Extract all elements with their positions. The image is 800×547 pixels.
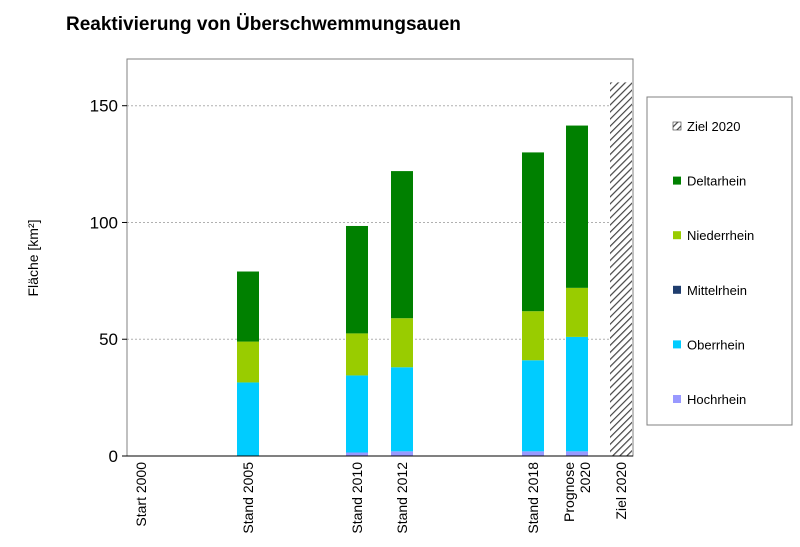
bar-4-4 xyxy=(522,152,544,312)
bar-2-3 xyxy=(346,333,368,376)
bar-2-0 xyxy=(346,452,368,456)
bar-1-4 xyxy=(237,271,259,342)
legend-label-0: Ziel 2020 xyxy=(687,119,740,134)
bar-3-3 xyxy=(391,318,413,368)
legend-box xyxy=(646,96,793,426)
x-tick-label-1: Stand 2005 xyxy=(240,462,256,534)
bar-6-5 xyxy=(610,82,632,457)
bar-1-3 xyxy=(237,341,259,383)
plot-frame xyxy=(126,58,634,457)
x-tick-label-6: Ziel 2020 xyxy=(613,462,629,520)
x-tick-label-5-1: 2020 xyxy=(577,462,593,493)
legend-label-2: Niederrhein xyxy=(687,228,754,243)
bar-3-4 xyxy=(391,171,413,319)
legend-label-3: Mittelrhein xyxy=(687,283,747,298)
y-tick-label-3: 150 xyxy=(90,97,118,116)
legend-swatch-1 xyxy=(673,176,681,185)
bar-5-0 xyxy=(566,451,588,456)
x-tick-label-3: Stand 2012 xyxy=(394,462,410,534)
legend-swatch-0 xyxy=(672,121,682,131)
bar-5-3 xyxy=(566,287,588,337)
bar-4-1 xyxy=(522,360,544,452)
y-axis-label: Fläche [km²] xyxy=(25,219,41,296)
bar-5-1 xyxy=(566,336,588,452)
y-tick-label-0: 0 xyxy=(109,447,118,466)
bar-5-4 xyxy=(566,125,588,288)
bar-4-3 xyxy=(522,311,544,361)
legend-label-1: Deltarhein xyxy=(687,174,746,189)
legend-swatch-4 xyxy=(673,340,681,349)
legend-swatch-3 xyxy=(673,285,681,294)
legend-label-5: Hochrhein xyxy=(687,392,746,407)
legend-swatch-2 xyxy=(673,231,681,240)
x-tick-label-5-0: Prognose xyxy=(561,462,577,522)
y-tick-label-2: 100 xyxy=(90,213,118,232)
bar-2-1 xyxy=(346,375,368,453)
bar-3-1 xyxy=(391,367,413,452)
bar-3-0 xyxy=(391,451,413,456)
x-tick-label-4: Stand 2018 xyxy=(525,462,541,534)
bar-1-1 xyxy=(237,382,259,456)
bar-4-0 xyxy=(522,451,544,456)
x-tick-label-0: Start 2000 xyxy=(133,462,149,527)
y-tick-label-1: 50 xyxy=(99,330,118,349)
legend-swatch-5 xyxy=(673,395,681,403)
bar-2-4 xyxy=(346,225,368,334)
chart-title: Reaktivierung von Überschwemmungsauen xyxy=(66,14,461,35)
legend-label-4: Oberrhein xyxy=(687,337,745,352)
x-tick-label-2: Stand 2010 xyxy=(349,462,365,534)
